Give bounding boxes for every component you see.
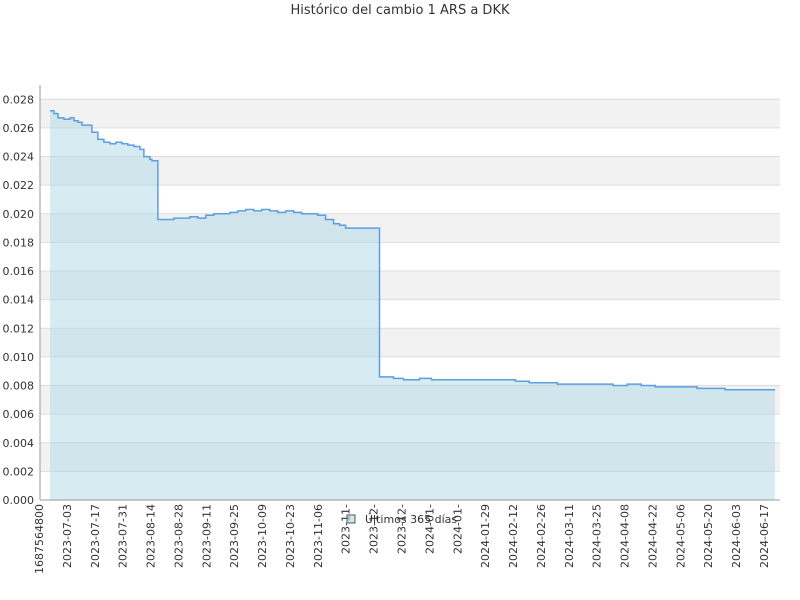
y-tick-label: 0.024 [3,151,35,164]
chart-title: Histórico del cambio 1 ARS a DKK [290,3,510,18]
x-tick-label: 2024-03-25 [591,504,604,568]
legend-swatch [346,514,356,524]
y-tick-label: 0.010 [3,351,35,364]
x-tick-label: 2023-07-03 [61,504,74,568]
y-tick-label: 0.022 [3,179,35,192]
y-tick-label: 0.026 [3,122,35,135]
x-tick-label: 2023-09-11 [200,504,213,568]
x-tick-label: 2023-12- [396,504,409,554]
x-tick-label: 2023-12- [368,504,381,554]
x-tick-label: 2023-10-09 [256,504,269,568]
y-tick-label: 0.006 [3,408,35,421]
grid-band [40,156,780,186]
y-tick-label: 0.000 [3,494,35,507]
x-tick-label: 2024-04-08 [619,504,632,568]
x-tick-label: 2023-09-25 [228,504,241,568]
x-tick-label: 2024-06-17 [758,504,771,568]
y-tick-label: 0.028 [3,93,35,106]
y-tick-label: 0.018 [3,236,35,249]
grid-band [40,99,780,128]
x-tick-label: 2023-08-14 [145,504,158,568]
legend-label: Últimos 365 días [365,513,457,526]
x-tick-label: 2024-01-29 [479,504,492,568]
legend: Últimos 365 días [346,513,457,526]
x-tick-label: 2024-04-22 [646,504,659,568]
x-tick-label: 2023-08-28 [172,504,185,568]
y-tick-label: 0.008 [3,380,35,393]
x-tick-label: 2023-07-31 [117,504,130,568]
series-line [50,110,775,391]
y-tick-label: 0.012 [3,322,35,335]
x-tick-label: 2024-01- [451,504,464,554]
y-tick-label: 0.014 [3,294,35,307]
x-tick-label: 1687564800 [33,504,46,574]
x-tick-label: 2024-05-06 [674,504,687,568]
x-tick-labels: 1687564800 2023-07-03 2023-07-17 2023-07-31… [33,504,771,574]
y-tick-label: 0.016 [3,265,35,278]
x-tick-label: 2023-11-06 [312,504,325,568]
y-tick-label: 0.004 [3,437,35,450]
y-tick-label: 0.020 [3,208,35,221]
x-tick-label: 2023-10-23 [284,504,297,568]
series-layer [50,110,775,501]
series-area [50,110,775,501]
x-tick-label: 2024-06-03 [730,504,743,568]
x-tick-label: 2024-02-12 [507,504,520,568]
x-tick-label: 2024-03-11 [563,504,576,568]
y-tick-labels: 0.000 0.002 0.004 0.006 0.008 0.010 0.012 0.014… [3,93,35,507]
x-tick-label: 2023-11- [340,504,353,554]
x-tick-label: 2024-01- [423,504,436,554]
x-tick-label: 2023-07-17 [89,504,102,568]
axes [39,85,780,501]
x-tick-label: 2024-02-26 [535,504,548,568]
x-tick-label: 2024-05-20 [702,504,715,568]
y-tick-label: 0.002 [3,465,35,478]
